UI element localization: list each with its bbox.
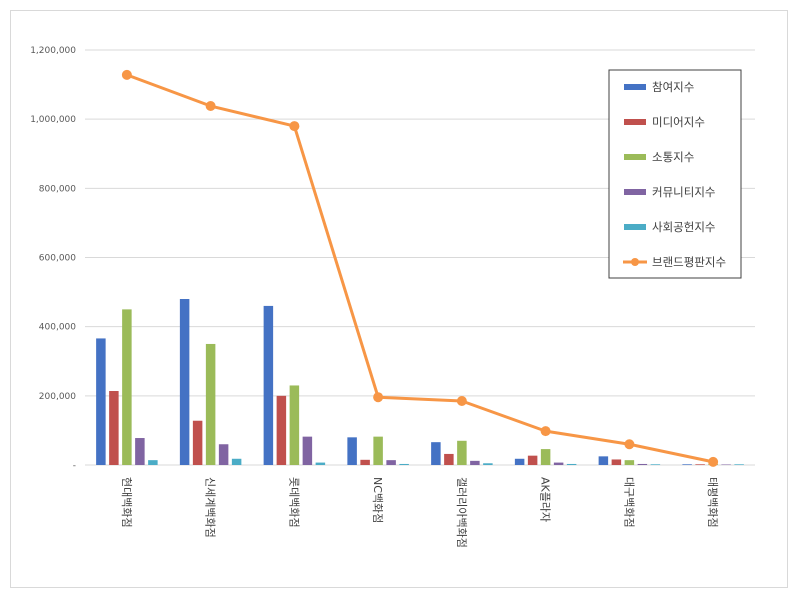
line-point (456, 396, 467, 407)
bar (598, 456, 609, 465)
category-label: AK플라자 (539, 477, 552, 522)
y-tick-label: 1,200,000 (30, 46, 76, 56)
line-point (540, 426, 551, 437)
category-label: 현대백화점 (120, 477, 133, 528)
bar (276, 395, 287, 465)
bar (682, 464, 692, 465)
bar (470, 460, 480, 465)
bar (179, 299, 190, 465)
bar (302, 436, 313, 465)
category-label: 태평백화점 (706, 477, 719, 528)
bar (540, 449, 551, 465)
legend-swatch (624, 84, 646, 90)
x-axis-categories: 현대백화점 신세계백화점 롯데백화점 NC백화점 갤러리아백화점 AK플라자 대구백화점 태평… (120, 477, 719, 548)
y-tick-label: 1,000,000 (30, 115, 76, 125)
bar (360, 459, 370, 465)
y-tick-label: - (73, 461, 76, 471)
bar (527, 455, 538, 465)
legend-label: 참여지수 (652, 80, 694, 94)
chart-border (10, 10, 788, 588)
bar (514, 458, 525, 465)
bar (231, 458, 242, 465)
bar (192, 420, 203, 465)
bar (457, 440, 467, 465)
y-tick-label: 800,000 (39, 184, 76, 194)
bar (109, 390, 119, 465)
bar (734, 464, 744, 465)
legend-label: 커뮤니티지수 (652, 185, 715, 199)
line-point (708, 456, 719, 467)
category-label: NC백화점 (371, 477, 384, 523)
line-point (289, 121, 300, 132)
category-label: 대구백화점 (622, 477, 635, 528)
line-point (624, 439, 635, 450)
y-tick-label: 400,000 (39, 323, 76, 333)
bar (650, 464, 661, 465)
bar (637, 463, 648, 465)
bar (205, 343, 216, 465)
legend-box (608, 69, 742, 279)
legend-swatch (624, 189, 646, 195)
line-point (205, 101, 216, 112)
bar (122, 309, 132, 465)
legend-swatch (624, 224, 646, 230)
bar (373, 436, 383, 465)
legend-label: 미디어지수 (652, 115, 705, 129)
bar (553, 462, 564, 465)
legend-swatch (624, 119, 646, 125)
legend-marker (631, 258, 639, 266)
bar (96, 338, 106, 465)
bar (431, 442, 441, 465)
legend-label: 사회공헌지수 (652, 220, 715, 234)
bar (263, 305, 274, 465)
bar (148, 460, 158, 465)
legend-label: 브랜드평판지수 (652, 255, 726, 269)
bar (315, 462, 326, 465)
bar (289, 385, 300, 465)
y-tick-label: 200,000 (39, 392, 76, 402)
bar (444, 453, 454, 465)
bar (135, 438, 145, 465)
bar (611, 459, 622, 465)
bar-series (96, 299, 744, 465)
legend-label: 소통지수 (652, 150, 694, 164)
line-series (121, 69, 719, 467)
legend-swatch (624, 154, 646, 160)
bar (386, 460, 396, 465)
series-line (126, 73, 714, 464)
category-label: 갤러리아백화점 (455, 477, 468, 548)
line-point (121, 69, 132, 80)
bar (721, 464, 731, 465)
bar (566, 463, 577, 465)
bar (399, 463, 409, 465)
bar (218, 444, 229, 465)
bar (695, 464, 705, 465)
y-tick-label: 600,000 (39, 254, 76, 264)
category-label: 롯데백화점 (287, 477, 300, 528)
bar (483, 463, 493, 465)
bar (347, 437, 357, 465)
bar (624, 460, 635, 465)
category-label: 신세계백화점 (204, 477, 217, 538)
y-axis-ticks: - 200,000 400,000 600,000 800,000 1,000,000 1,… (30, 46, 76, 471)
line-point (373, 392, 384, 403)
